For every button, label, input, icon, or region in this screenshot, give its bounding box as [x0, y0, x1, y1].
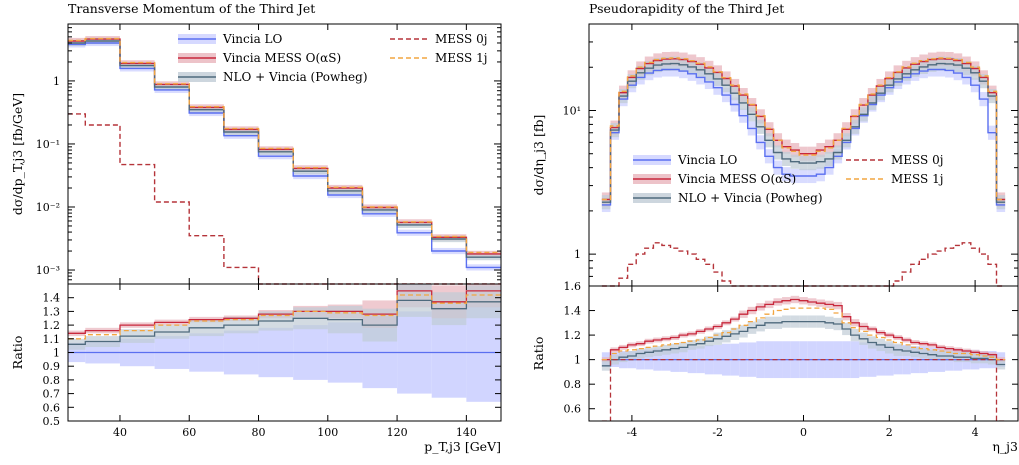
x-tick-label: 100: [317, 426, 338, 439]
series-line-oj: [68, 113, 501, 285]
legend-label: Vincia MESS O(αS): [677, 172, 796, 186]
series-line-nlo: [68, 40, 501, 258]
ratio-tick-label: 1.6: [564, 280, 582, 293]
x-tick-label: 60: [182, 426, 196, 439]
ratio-tick-label: 0.8: [43, 374, 61, 387]
x-tick-label: 40: [113, 426, 127, 439]
ratio-tick-label: 1: [574, 354, 581, 367]
ratio-plot: [68, 284, 501, 402]
x-tick-label: 140: [456, 426, 477, 439]
ratio-line-onej: [68, 294, 501, 340]
y-tick-label: 10⁻³: [36, 264, 60, 277]
ratio-plot: [601, 295, 1006, 421]
ratio-axis-label: Ratio: [10, 336, 25, 370]
x-tick-label: 80: [252, 426, 266, 439]
x-tick-label: -2: [712, 426, 723, 439]
ratio-line-nlo: [68, 299, 501, 345]
ratio-tick-label: 1.3: [43, 305, 61, 318]
series-line-oj: [601, 242, 1006, 287]
legend-label: MESS 1j: [891, 172, 943, 186]
series-line-lo: [601, 68, 1006, 206]
x-tick-label: 120: [387, 426, 408, 439]
ratio-tick-label: 0.5: [43, 415, 61, 428]
chart-title: Transverse Momentum of the Third Jet: [68, 1, 315, 16]
legend-label: MESS 0j: [435, 32, 487, 46]
legend-label: Vincia LO: [677, 153, 738, 167]
x-axis-label: p_T,j3 [GeV]: [424, 439, 501, 454]
legend-label: NLO + Vincia (Powheg): [223, 70, 368, 84]
legend-label: NLO + Vincia (Powheg): [678, 191, 823, 205]
ratio-tick-label: 1.4: [43, 292, 61, 305]
ratio-tick-label: 0.6: [564, 403, 582, 416]
ratio-line-nlo: [601, 320, 1006, 367]
y-tick-label: 10¹: [563, 104, 581, 117]
series-line-nlo: [601, 62, 1006, 203]
legend-label: MESS 0j: [891, 153, 943, 167]
ratio-tick-label: 0.6: [43, 401, 61, 414]
chart-title: Pseudorapidity of the Third Jet: [589, 1, 784, 16]
main-plot: [68, 36, 501, 285]
legend-label: MESS 1j: [435, 51, 487, 65]
ratio-line-mess: [68, 290, 501, 334]
x-axis-label: η_j3: [992, 439, 1018, 454]
plot-body: [601, 51, 1006, 421]
ratio-line-mess: [601, 298, 1006, 361]
series-line-onej: [68, 37, 501, 254]
ratio-line-onej: [601, 307, 1006, 361]
series-line-mess: [68, 38, 501, 255]
ratio-line-oj: [601, 358, 1006, 421]
ratio-axis-label: Ratio: [531, 337, 546, 371]
y-axis-label: dσ/dp_T,j3 [fb/GeV]: [10, 93, 25, 215]
pt-chart: Transverse Momentum of the Third Jet 40 6…: [10, 1, 502, 454]
x-tick-label: 2: [886, 426, 893, 439]
ratio-tick-label: 0.8: [564, 378, 582, 391]
legend-label: Vincia LO: [222, 32, 283, 46]
eta-chart: Pseudorapidity of the Third Jet -4 -2 0 2 4 1…: [531, 1, 1019, 454]
x-tick-label: -4: [627, 426, 638, 439]
ratio-tick-label: 1: [53, 347, 60, 360]
ratio-tick-label: 1.2: [43, 319, 61, 332]
y-tick-label: 10⁻¹: [36, 138, 60, 151]
legend-label: Vincia MESS O(αS): [222, 51, 341, 65]
series-line-lo: [68, 42, 501, 269]
x-tick-label: 4: [972, 426, 979, 439]
ratio-tick-label: 0.9: [43, 360, 61, 373]
y-tick-label: 1: [574, 248, 581, 261]
ratio-tick-label: 1.1: [43, 333, 61, 346]
legend: Vincia LO Vincia MESS O(αS) NLO + Vincia (…: [633, 153, 943, 205]
plot-body: [68, 36, 501, 402]
ratio-tick-label: 1.2: [564, 329, 582, 342]
y-tick-label: 10⁻²: [36, 201, 60, 214]
ratio-tick-label: 1.4: [564, 305, 582, 318]
ratio-tick-label: 0.7: [43, 388, 61, 401]
main-plot: [601, 51, 1006, 287]
y-axis-label: dσ/dη_j3 [fb]: [531, 115, 546, 196]
series-line-onej: [601, 57, 1006, 201]
x-tick-label: 0: [800, 426, 807, 439]
legend: Vincia LO Vincia MESS O(αS) NLO + Vincia (…: [178, 32, 487, 84]
y-tick-label: 1: [53, 75, 60, 88]
